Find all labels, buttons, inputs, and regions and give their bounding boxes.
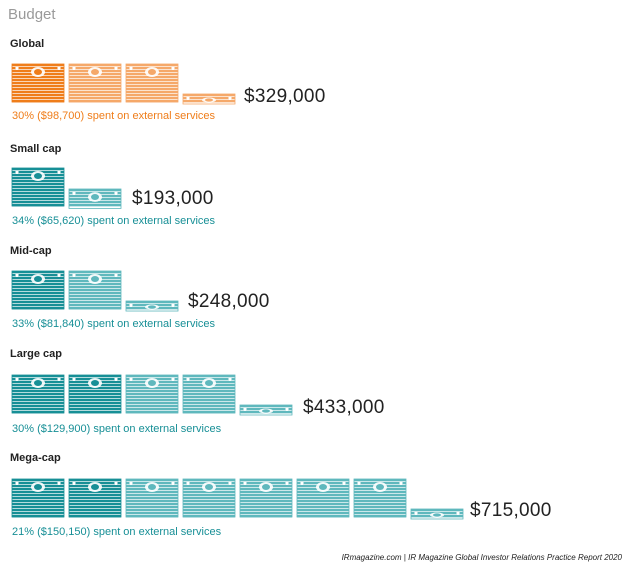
banknote-stack-large-cap-4	[182, 374, 236, 414]
banknote-stack-large-cap-2	[68, 374, 122, 414]
banknote-stack-mega-cap-6	[296, 478, 350, 518]
segment-total-global: $329,000	[244, 86, 326, 107]
segment-external-global: 30% ($98,700) spent on external services	[12, 110, 216, 122]
segment-label-mega-cap: Mega-cap	[10, 452, 61, 464]
segment-external-mega-cap: 21% ($150,150) spent on external service…	[12, 526, 222, 538]
banknote-stack-mid-cap-1	[11, 270, 65, 310]
banknote-stack-large-cap-3	[125, 374, 179, 414]
segment-total-large-cap: $433,000	[303, 397, 385, 418]
banknote-stack-mid-cap-partial	[125, 300, 179, 312]
segment-external-mid-cap: 33% ($81,840) spent on external services	[12, 318, 216, 330]
banknote-stack-global-3	[125, 63, 179, 103]
banknote-stack-mega-cap-7	[353, 478, 407, 518]
banknote-stack-large-cap-1	[11, 374, 65, 414]
segment-external-large-cap: 30% ($129,900) spent on external service…	[12, 423, 222, 435]
banknote-stack-mega-cap-5	[239, 478, 293, 518]
banknote-stack-small-cap-partial	[68, 188, 122, 209]
segment-label-global: Global	[10, 38, 45, 50]
banknote-stack-mega-cap-2	[68, 478, 122, 518]
footer-source: IRmagazine.com | IR Magazine Global Inve…	[341, 553, 622, 562]
segment-label-small-cap: Small cap	[10, 143, 62, 155]
banknote-stack-mid-cap-2	[68, 270, 122, 310]
segment-label-large-cap: Large cap	[10, 348, 62, 360]
banknote-stack-mega-cap-4	[182, 478, 236, 518]
banknote-stack-global-partial	[182, 93, 236, 105]
segment-total-mega-cap: $715,000	[470, 500, 552, 521]
segment-external-small-cap: 34% ($65,620) spent on external services	[12, 215, 216, 227]
segment-label-mid-cap: Mid-cap	[10, 245, 52, 257]
banknote-stack-mega-cap-1	[11, 478, 65, 518]
chart-title: Budget	[8, 6, 56, 23]
banknote-stack-mega-cap-partial	[410, 508, 464, 520]
segment-total-small-cap: $193,000	[132, 188, 214, 209]
banknote-stack-global-1	[11, 63, 65, 103]
banknote-stack-mega-cap-3	[125, 478, 179, 518]
banknote-stack-global-2	[68, 63, 122, 103]
banknote-stack-small-cap-1	[11, 167, 65, 207]
segment-total-mid-cap: $248,000	[188, 291, 270, 312]
banknote-stack-large-cap-partial	[239, 404, 293, 416]
